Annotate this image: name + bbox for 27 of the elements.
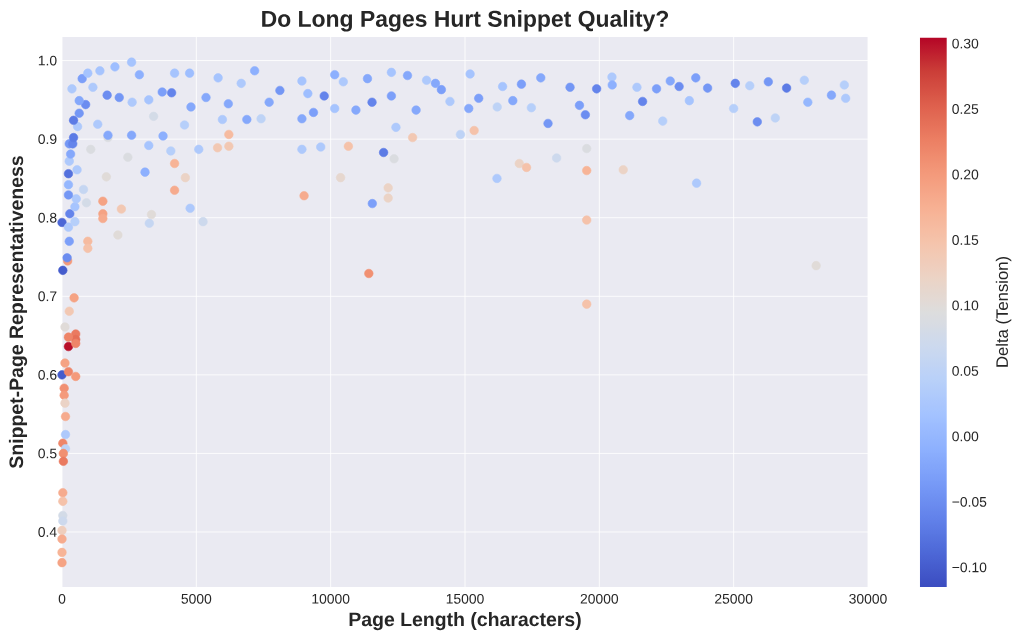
x-tick-label: 30000	[849, 593, 887, 604]
x-tick-label: 15000	[446, 593, 484, 604]
color-bar-label: −0.10	[952, 562, 987, 573]
x-tick-label: 25000	[715, 593, 753, 604]
color-bar-label: 0.00	[952, 431, 979, 442]
color-bar-label: 0.10	[952, 300, 979, 311]
y-tick-label: 0.5	[38, 448, 57, 459]
color-bar-label: 0.15	[952, 235, 979, 245]
y-axis-title: Snippet-Page Representativeness	[8, 156, 28, 469]
x-tick-label: 10000	[312, 593, 350, 604]
x-tick-label: 5000	[181, 593, 212, 604]
y-tick-label: 0.7	[38, 291, 57, 302]
color-bar-label: 0.05	[952, 366, 979, 376]
x-axis-title: Page Length (characters)	[349, 611, 581, 631]
y-tick-label: 0.6	[38, 369, 57, 380]
color-bar-label: 0.25	[952, 104, 979, 114]
y-tick-label: 0.8	[38, 212, 57, 223]
y-tick-label: 0.9	[38, 134, 57, 145]
color-bar-label: 0.30	[952, 38, 979, 49]
chart-title: Do Long Pages Hurt Snippet Quality?	[262, 10, 669, 32]
x-tick-label: 20000	[580, 593, 619, 604]
y-tick-label: 0.4	[38, 527, 57, 537]
color-bar-label: −0.05	[952, 496, 987, 507]
y-tick-label: 1.0	[38, 55, 57, 66]
x-tick-label: 0	[58, 593, 66, 604]
color-bar-title: Delta (Tension)	[995, 257, 1012, 367]
color-bar-label: 0.20	[952, 169, 979, 180]
